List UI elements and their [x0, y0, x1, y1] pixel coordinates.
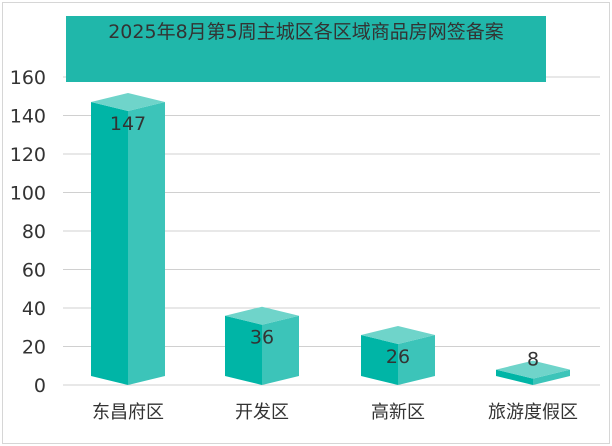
x-tick-label: 旅游度假区: [488, 402, 578, 423]
bar-top-face: [91, 93, 165, 112]
bar-side-face: [262, 315, 299, 385]
y-tick-label: 140: [10, 106, 46, 128]
bar-front-face: [91, 102, 128, 386]
y-tick-label: 40: [22, 298, 46, 320]
bar-top-face: [361, 325, 435, 344]
y-tick-label: 120: [10, 144, 46, 166]
bar-side-face: [128, 102, 165, 386]
x-tick-label: 开发区: [235, 402, 289, 423]
bar-side-face: [398, 334, 435, 385]
bar-front-face: [496, 369, 533, 385]
bar-top-face: [496, 360, 570, 379]
x-tick-label: 东昌府区: [92, 402, 164, 423]
y-tick-label: 100: [10, 183, 46, 205]
y-tick-label: 60: [22, 260, 46, 282]
y-tick-label: 20: [22, 337, 46, 359]
x-tick-label: 高新区: [371, 402, 425, 423]
data-label: 26: [386, 346, 410, 368]
data-label: 36: [250, 327, 274, 349]
bar-front-face: [361, 334, 398, 385]
y-tick-label: 0: [34, 375, 46, 397]
chart-title: 2025年8月第5周主城区各区域商品房网签备案: [66, 16, 546, 82]
y-tick-label: 160: [10, 67, 46, 89]
bar-top-face: [225, 306, 299, 325]
y-tick-label: 80: [22, 221, 46, 243]
data-label: 8: [527, 349, 539, 371]
bar-side-face: [533, 369, 570, 385]
bar-front-face: [225, 315, 262, 385]
data-label: 147: [110, 113, 146, 135]
